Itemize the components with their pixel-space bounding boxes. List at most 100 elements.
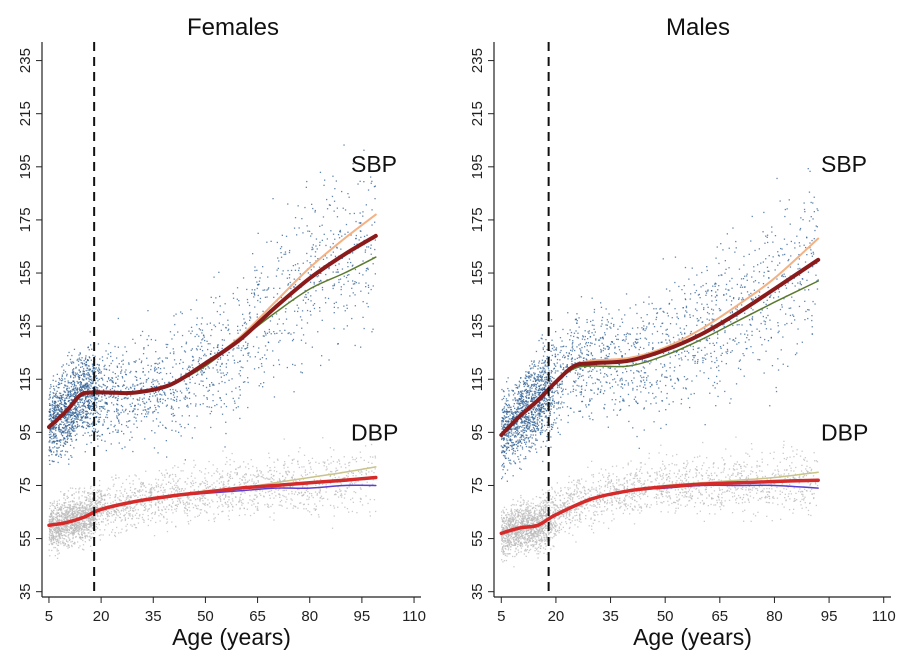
dbp-point bbox=[335, 490, 337, 492]
dbp-point bbox=[191, 503, 194, 505]
sbp-point bbox=[201, 373, 203, 375]
sbp-point bbox=[129, 439, 131, 441]
sbp-point bbox=[66, 395, 68, 397]
sbp-point bbox=[53, 416, 55, 419]
sbp-point bbox=[172, 408, 174, 410]
sbp-point bbox=[76, 380, 78, 383]
sbp-point bbox=[48, 418, 51, 421]
sbp-point bbox=[105, 350, 107, 352]
sbp-point bbox=[73, 384, 76, 387]
sbp-point bbox=[262, 266, 264, 268]
sbp-point bbox=[162, 424, 164, 426]
sbp-point bbox=[98, 367, 100, 369]
sbp-point bbox=[200, 342, 202, 344]
dbp-point bbox=[300, 474, 302, 476]
dbp-point bbox=[64, 527, 67, 529]
sbp-point bbox=[80, 359, 82, 361]
dbp-point bbox=[213, 518, 215, 520]
sbp-point bbox=[188, 365, 190, 367]
sbp-point bbox=[270, 333, 272, 335]
dbp-point bbox=[58, 509, 60, 511]
sbp-point bbox=[76, 392, 78, 394]
dbp-point bbox=[318, 516, 320, 518]
dbp-point bbox=[127, 500, 130, 502]
sbp-point bbox=[70, 409, 73, 411]
sbp-point bbox=[147, 310, 149, 312]
sbp-point bbox=[101, 399, 103, 401]
dbp-point bbox=[309, 466, 312, 468]
dbp-point bbox=[83, 502, 86, 504]
sbp-point bbox=[169, 352, 171, 354]
sbp-point bbox=[84, 388, 86, 390]
sbp-point bbox=[72, 361, 74, 363]
sbp-point bbox=[103, 405, 105, 408]
sbp-point bbox=[143, 416, 146, 418]
dbp-point bbox=[158, 509, 160, 511]
sbp-point bbox=[343, 305, 345, 307]
sbp-point bbox=[107, 353, 109, 355]
sbp-point bbox=[49, 404, 51, 406]
dbp-point bbox=[319, 500, 321, 502]
dbp-point bbox=[214, 488, 216, 490]
sbp-point bbox=[61, 426, 64, 429]
sbp-point bbox=[85, 397, 87, 399]
dbp-point bbox=[104, 529, 106, 531]
sbp-point bbox=[71, 425, 73, 427]
dbp-point bbox=[86, 517, 88, 519]
dbp-point bbox=[84, 533, 86, 535]
sbp-point bbox=[289, 249, 291, 252]
sbp-point bbox=[110, 443, 112, 445]
sbp-point bbox=[67, 430, 69, 433]
dbp-point bbox=[190, 499, 192, 501]
dbp-point bbox=[283, 467, 285, 469]
dbp-point bbox=[251, 478, 253, 480]
dbp-point bbox=[64, 543, 67, 545]
sbp-point bbox=[222, 354, 224, 357]
sbp-point bbox=[117, 409, 119, 411]
dbp-point bbox=[159, 513, 162, 515]
sbp-point bbox=[118, 419, 120, 421]
sbp-point bbox=[53, 389, 56, 391]
dbp-point bbox=[158, 515, 160, 517]
sbp-point bbox=[112, 382, 114, 384]
dbp-point bbox=[333, 507, 336, 509]
dbp-point bbox=[56, 548, 58, 550]
dbp-point bbox=[231, 452, 233, 455]
sbp-point bbox=[224, 446, 226, 448]
sbp-point bbox=[276, 241, 278, 244]
dbp-point bbox=[140, 481, 142, 484]
dbp-point bbox=[286, 498, 288, 500]
sbp-point bbox=[77, 391, 79, 393]
sbp-point bbox=[51, 405, 53, 407]
dbp-point bbox=[133, 523, 135, 526]
sbp-point bbox=[58, 392, 61, 394]
dbp-point bbox=[144, 506, 146, 508]
dbp-point bbox=[107, 487, 109, 489]
dbp-point bbox=[234, 483, 236, 485]
dbp-point bbox=[116, 526, 118, 529]
sbp-point bbox=[56, 395, 59, 397]
dbp-point bbox=[59, 529, 61, 532]
sbp-point bbox=[154, 380, 156, 382]
sbp-point bbox=[94, 397, 96, 400]
sbp-point bbox=[68, 432, 70, 434]
sbp-point bbox=[61, 410, 63, 413]
sbp-point bbox=[60, 382, 63, 384]
dbp-point bbox=[104, 505, 106, 507]
dbp-point bbox=[245, 466, 247, 468]
dbp-point bbox=[222, 505, 224, 507]
dbp-point bbox=[68, 534, 70, 536]
sbp-point bbox=[310, 300, 312, 302]
dbp-point bbox=[66, 509, 69, 511]
dbp-point bbox=[153, 535, 156, 537]
sbp-point bbox=[131, 436, 133, 439]
sbp-point bbox=[81, 395, 83, 397]
dbp-point bbox=[49, 530, 51, 532]
sbp-point bbox=[69, 402, 71, 404]
dbp-point bbox=[62, 507, 65, 510]
sbp-point bbox=[64, 406, 66, 408]
dbp-point bbox=[138, 517, 140, 520]
sbp-point bbox=[58, 387, 60, 389]
dbp-point bbox=[364, 445, 367, 447]
